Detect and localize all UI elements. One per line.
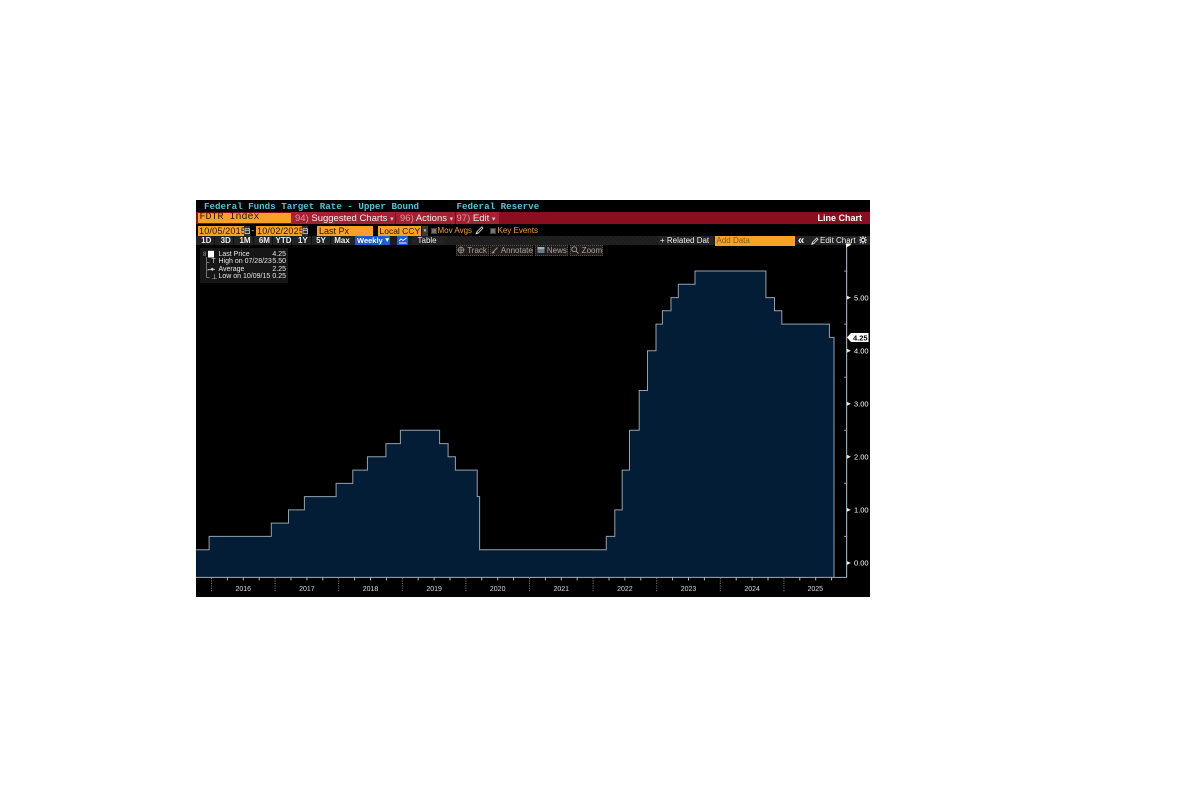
svg-text:3.00: 3.00 xyxy=(854,400,869,409)
svg-text:5.00: 5.00 xyxy=(854,294,869,303)
svg-text:2025: 2025 xyxy=(807,586,823,593)
svg-text:1.00: 1.00 xyxy=(854,506,869,515)
svg-text:2016: 2016 xyxy=(236,586,252,593)
svg-text:2020: 2020 xyxy=(490,586,506,593)
svg-text:2018: 2018 xyxy=(363,586,379,593)
svg-text:2.00: 2.00 xyxy=(854,453,869,462)
svg-text:0.00: 0.00 xyxy=(854,559,869,568)
svg-text:2023: 2023 xyxy=(681,586,697,593)
svg-text:2017: 2017 xyxy=(299,586,315,593)
svg-text:2024: 2024 xyxy=(744,586,760,593)
svg-text:2021: 2021 xyxy=(554,586,570,593)
svg-text:4.00: 4.00 xyxy=(854,347,869,356)
svg-text:2022: 2022 xyxy=(617,586,633,593)
svg-text:2019: 2019 xyxy=(426,586,442,593)
svg-text:4.25: 4.25 xyxy=(853,334,868,343)
svg-text:8: 8 xyxy=(203,252,207,258)
